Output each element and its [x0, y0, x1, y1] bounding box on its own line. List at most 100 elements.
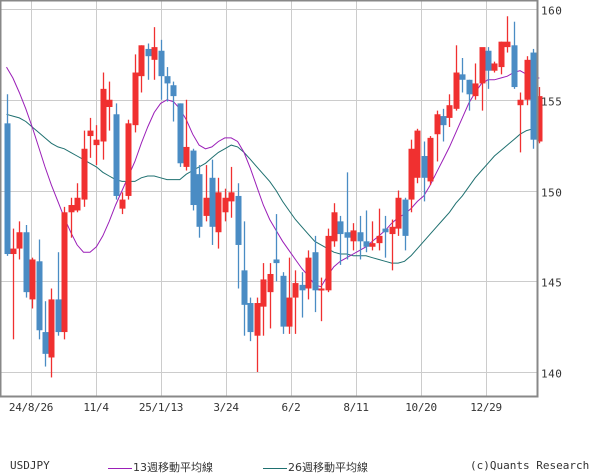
candle-down	[511, 45, 518, 88]
y-tick-label: 155	[541, 95, 563, 109]
candle-up	[183, 146, 190, 167]
candle-up	[376, 235, 383, 244]
copyright: (c)Quants Research	[470, 459, 590, 472]
ma26-line-swatch	[263, 467, 287, 469]
candle-up	[61, 212, 68, 333]
candle-down	[42, 332, 49, 354]
candle-down	[23, 232, 30, 293]
candle-down	[235, 195, 242, 245]
x-tick-label: 6/2	[281, 401, 301, 414]
candle-down	[113, 114, 120, 196]
candle-down	[196, 174, 203, 227]
candle-down	[247, 303, 254, 333]
legend-ma13-label: 13週移動平均線	[133, 461, 213, 474]
candle-up	[498, 41, 505, 68]
candle-down	[164, 76, 171, 84]
candle-up	[292, 283, 299, 298]
candle-down	[382, 228, 389, 233]
candle-down	[530, 52, 537, 140]
candle-down	[299, 284, 306, 291]
ma13-line	[6, 66, 540, 288]
legend-ma26-label: 26週移動平均線	[288, 461, 368, 474]
candle-down	[466, 79, 473, 95]
candle-down	[241, 270, 248, 305]
x-tick-label: 25/1/13	[138, 401, 184, 414]
candle-down	[209, 177, 216, 227]
candle-up	[138, 45, 145, 77]
x-tick-label: 11/4	[83, 401, 109, 414]
x-tick-label: 12/29	[470, 401, 502, 414]
candle-down	[273, 259, 280, 264]
candle-up	[68, 205, 75, 213]
candle-down	[440, 116, 447, 126]
candle-up	[325, 235, 332, 291]
candle-down	[170, 85, 177, 97]
y-tick-label: 160	[541, 4, 563, 18]
candle-down	[177, 103, 184, 164]
candle-up	[331, 212, 338, 242]
candle-down	[145, 48, 152, 57]
candle-up	[395, 197, 402, 229]
candle-down	[357, 232, 364, 242]
candle-down	[337, 221, 344, 235]
candle-down	[280, 275, 287, 327]
candle-up	[10, 248, 17, 255]
candle-down	[402, 199, 409, 236]
candle-up	[260, 279, 267, 307]
x-tick-label: 24/8/26	[8, 401, 54, 414]
candle-down	[421, 156, 428, 178]
candle-up	[491, 63, 498, 71]
candle-down	[344, 232, 351, 238]
candle-up	[517, 99, 524, 106]
candle-up	[222, 197, 229, 213]
candle-up	[132, 72, 139, 126]
candle-up	[267, 273, 274, 293]
chart-frame	[0, 0, 539, 398]
candle-up	[29, 259, 36, 300]
candle-up	[389, 226, 396, 235]
candle-down	[158, 50, 165, 77]
candle-up	[305, 257, 312, 289]
candle-up	[48, 299, 55, 358]
candle-up	[350, 230, 357, 242]
ma26-line	[6, 113, 540, 264]
candle-down	[36, 261, 43, 331]
symbol-label: USDJPY	[10, 459, 50, 472]
candle-up	[74, 197, 81, 211]
candle-up	[100, 88, 107, 142]
candle-up	[434, 114, 441, 135]
candle-up	[254, 303, 261, 336]
candle-up	[536, 96, 543, 142]
candle-up	[125, 123, 132, 196]
candle-down	[55, 299, 62, 333]
x-tick-label: 3/24	[213, 401, 239, 414]
candle-up	[427, 137, 434, 182]
candle-up	[408, 148, 415, 200]
candle-up	[446, 105, 453, 118]
candle-down	[312, 252, 319, 291]
candle-up	[479, 47, 486, 84]
legend-ma13: 13週移動平均線	[108, 459, 213, 475]
y-tick-label: 140	[541, 367, 563, 381]
candle-up	[472, 83, 479, 97]
candle-up	[16, 232, 23, 249]
candle-down	[363, 241, 370, 247]
x-tick-label: 10/20	[405, 401, 437, 414]
candle-up	[286, 297, 293, 327]
candle-up	[369, 243, 376, 247]
candle-up	[453, 72, 460, 109]
candle-down	[459, 74, 466, 80]
candle-up	[87, 130, 94, 137]
candle-up	[93, 139, 100, 146]
candle-up	[81, 148, 88, 200]
candle-up	[318, 288, 325, 291]
candle-up	[151, 47, 158, 60]
ma13-line-swatch	[108, 467, 132, 469]
candle-up	[119, 199, 126, 209]
candle-up	[228, 192, 235, 202]
x-tick-label: 8/11	[343, 401, 369, 414]
candle-up	[203, 197, 210, 216]
candle-up	[106, 99, 113, 108]
candle-down	[4, 123, 11, 255]
